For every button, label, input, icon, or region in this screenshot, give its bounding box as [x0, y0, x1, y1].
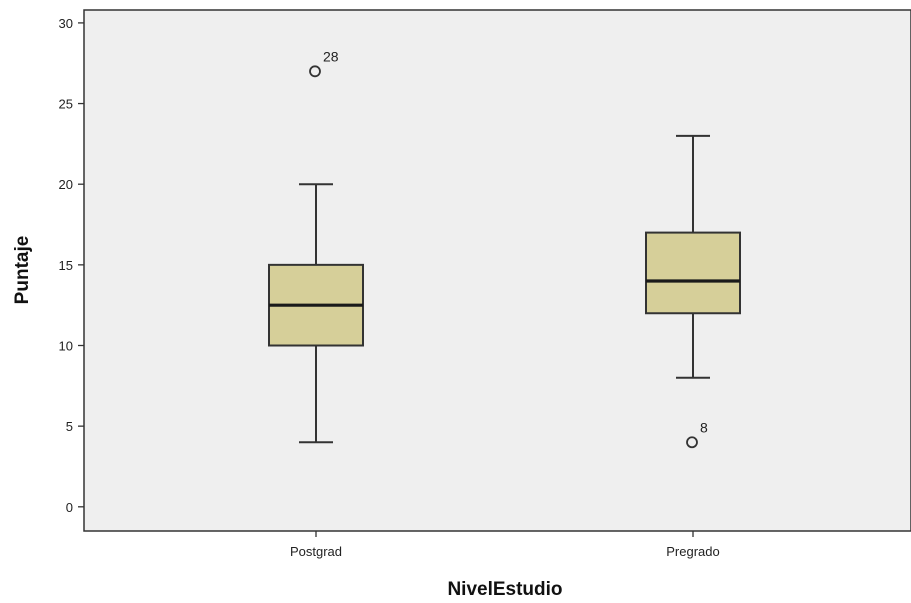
x-axis-title: NivelEstudio — [447, 579, 562, 600]
x-axis: Postgrad Pregrado — [290, 531, 720, 559]
y-tick-label: 30 — [59, 16, 73, 31]
y-tick-label: 5 — [66, 419, 73, 434]
outlier-label: 8 — [700, 419, 708, 435]
plot-area — [83, 9, 911, 532]
x-tick-label: Pregrado — [666, 544, 719, 559]
y-axis-title: Puntaje — [12, 236, 33, 305]
y-axis: 0 5 10 15 20 25 30 — [59, 16, 84, 515]
outlier-point — [309, 65, 321, 78]
y-tick-label: 0 — [66, 500, 73, 515]
outlier-label: 28 — [323, 48, 339, 64]
box-iqr — [645, 231, 741, 315]
y-tick-label: 10 — [59, 339, 73, 354]
outlier-point — [686, 436, 698, 449]
y-tick-label: 20 — [59, 177, 73, 192]
y-tick-label: 25 — [59, 97, 73, 112]
x-tick-label: Postgrad — [290, 544, 342, 559]
boxes: 28 8 — [268, 48, 741, 449]
y-tick-label: 15 — [59, 258, 73, 273]
